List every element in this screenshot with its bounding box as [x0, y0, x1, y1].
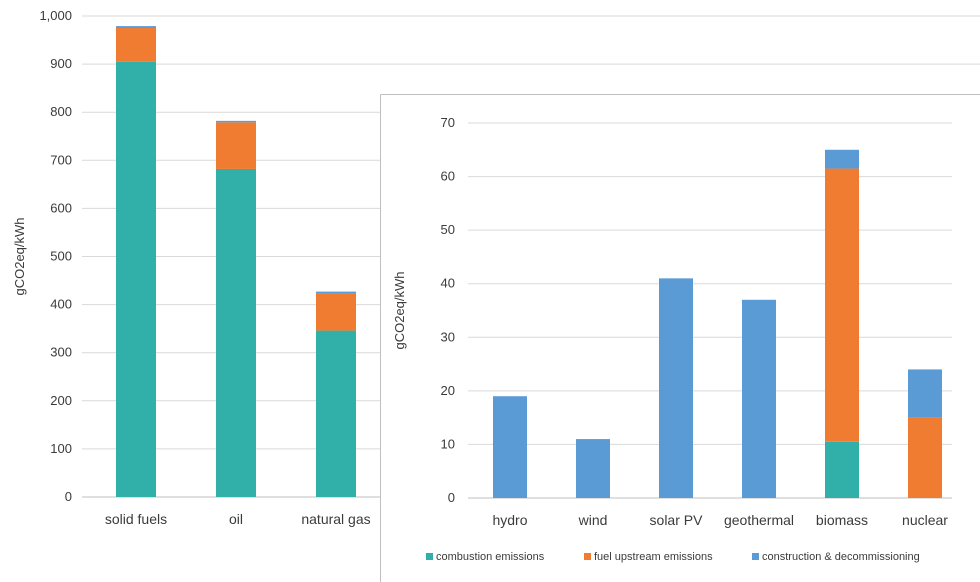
main-y-tick-label: 400 — [50, 297, 72, 312]
inset-bar-combustion — [825, 441, 859, 498]
inset-bar-construction — [908, 369, 942, 418]
main-bar-upstream — [316, 293, 356, 331]
inset-x-tick-label: solar PV — [650, 512, 704, 528]
main-y-tick-label: 300 — [50, 345, 72, 360]
inset-x-tick-label: biomass — [816, 512, 868, 528]
main-y-tick-label: 800 — [50, 104, 72, 119]
inset-chart: 0 10 20 30 40 50 60 70 gCO2eq/kWh hydro wind solar … — [380, 94, 980, 582]
main-y-tick-label: 1,000 — [39, 8, 72, 23]
legend-label-combustion: combustion emissions — [436, 551, 545, 563]
inset-y-tick-label: 0 — [448, 490, 455, 505]
inset-y-tick-label: 30 — [441, 329, 455, 344]
main-y-tick-label: 600 — [50, 200, 72, 215]
inset-legend: combustion emissions fuel upstream emissi… — [426, 551, 920, 563]
inset-y-tick-label: 20 — [441, 383, 455, 398]
inset-bars — [493, 149, 942, 498]
inset-x-tick-label: geothermal — [724, 512, 794, 528]
main-bar-construction — [216, 120, 256, 123]
main-x-tick-label: oil — [229, 511, 243, 527]
inset-y-tick-label: 10 — [441, 436, 455, 451]
legend-label-construction: construction & decommissioning — [762, 551, 920, 563]
inset-y-tick-label: 70 — [441, 115, 455, 130]
main-bars — [116, 26, 356, 497]
inset-y-tick-label: 40 — [441, 276, 455, 291]
main-y-tick-label: 0 — [65, 489, 72, 504]
main-bar-construction — [316, 291, 356, 294]
main-x-tick-label: natural gas — [301, 511, 370, 527]
inset-bar-construction — [742, 299, 776, 498]
inset-x-tick-label: hydro — [492, 512, 527, 528]
inset-bar-construction — [493, 396, 527, 498]
main-bar-combustion — [316, 330, 356, 497]
inset-bar-upstream — [825, 168, 859, 442]
inset-y-tick-label: 50 — [441, 222, 455, 237]
main-bar-construction — [116, 26, 156, 29]
main-y-tick-label: 500 — [50, 249, 72, 264]
inset-bar-upstream — [908, 417, 942, 498]
inset-bar-construction — [825, 149, 859, 169]
main-y-tick-label: 700 — [50, 152, 72, 167]
main-y-tick-label: 100 — [50, 441, 72, 456]
main-bar-combustion — [116, 61, 156, 497]
inset-x-tick-label: wind — [578, 512, 608, 528]
main-chart: 01002003004005006007008009001,000gCO2eq/… — [12, 8, 980, 527]
legend-swatch-construction — [752, 553, 759, 560]
inset-bar-construction — [576, 439, 610, 498]
inset-bar-construction — [659, 278, 693, 498]
inset-gridlines — [468, 122, 952, 499]
legend-swatch-combustion — [426, 553, 433, 560]
main-bar-combustion — [216, 168, 256, 497]
main-bar-upstream — [116, 28, 156, 62]
main-y-tick-label: 900 — [50, 56, 72, 71]
inset-y-axis-label: gCO2eq/kWh — [392, 271, 407, 349]
legend-label-upstream: fuel upstream emissions — [594, 551, 713, 563]
main-x-tick-label: solid fuels — [105, 511, 167, 527]
main-y-axis-label: gCO2eq/kWh — [12, 217, 27, 295]
inset-x-tick-label: nuclear — [902, 512, 948, 528]
inset-y-tick-label: 60 — [441, 169, 455, 184]
main-bar-upstream — [216, 122, 256, 169]
main-y-tick-label: 200 — [50, 393, 72, 408]
legend-swatch-upstream — [584, 553, 591, 560]
